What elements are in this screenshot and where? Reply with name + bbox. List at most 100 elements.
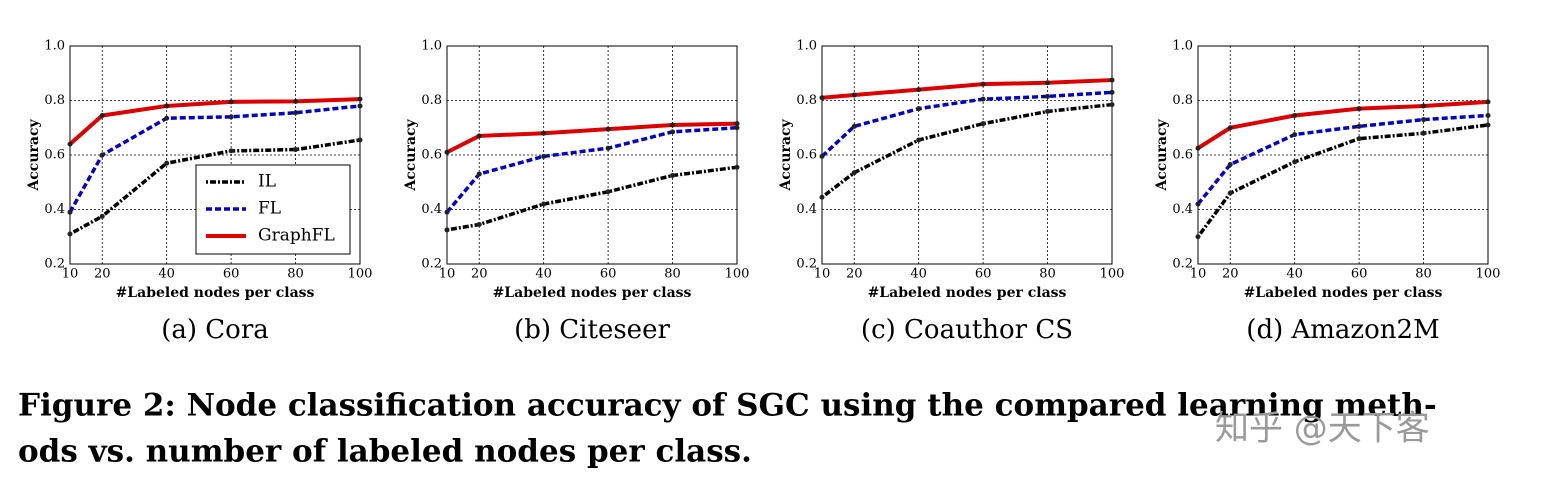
plot-frame: [1197, 45, 1489, 265]
series-line: [68, 104, 361, 214]
plot-frame: [69, 45, 361, 265]
x-tick-label: 40: [1286, 267, 1303, 282]
point: [1109, 77, 1115, 83]
plot-frame: [446, 45, 738, 265]
point: [1292, 112, 1298, 118]
watermark: 知乎 @天下客: [1215, 409, 1430, 449]
point: [293, 98, 299, 104]
y-tick-label: 0.6: [44, 148, 65, 163]
series-line: [69, 138, 361, 236]
point: [476, 221, 482, 227]
point: [444, 227, 450, 233]
point: [228, 99, 234, 105]
y-axis-label: Accuracy: [403, 119, 419, 192]
point: [541, 201, 547, 207]
y-tick-label: 0.4: [421, 202, 442, 217]
point: [541, 130, 547, 136]
y-tick-label: 1.0: [796, 39, 817, 54]
y-tick-label: 1.0: [44, 39, 65, 54]
point: [819, 153, 825, 159]
subcaption: (c) Coauthor CS: [861, 315, 1073, 345]
y-tick-label: 0.6: [1172, 148, 1193, 163]
y-tick-label: 0.4: [1172, 202, 1193, 217]
x-tick-label: 80: [287, 267, 304, 282]
x-tick-label: 100: [1100, 267, 1125, 282]
point: [1227, 125, 1233, 131]
point: [357, 103, 363, 109]
x-axis-label: #Labeled nodes per class: [493, 285, 692, 301]
point: [228, 148, 234, 154]
y-tick-label: 0.2: [421, 257, 442, 272]
series-line: [1196, 113, 1489, 206]
legend-label: IL: [258, 172, 276, 192]
x-tick-label: 100: [348, 267, 373, 282]
point: [1356, 123, 1362, 129]
point: [444, 209, 450, 215]
series-line: [1196, 123, 1489, 238]
point: [67, 231, 73, 237]
x-tick-label: 10: [439, 267, 456, 282]
x-tick-label: 80: [664, 267, 681, 282]
point: [476, 133, 482, 139]
y-tick-label: 0.4: [44, 202, 65, 217]
x-tick-label: 40: [535, 267, 552, 282]
point: [99, 152, 105, 158]
x-tick-label: 20: [471, 267, 488, 282]
point: [1421, 103, 1427, 109]
x-tick-label: 10: [1190, 267, 1207, 282]
point: [293, 110, 299, 116]
point: [1485, 99, 1491, 105]
y-tick-label: 0.2: [1172, 257, 1193, 272]
point: [164, 160, 170, 166]
x-tick-label: 60: [975, 267, 992, 282]
point: [228, 114, 234, 120]
y-tick-label: 0.8: [421, 93, 442, 108]
series-line: [821, 78, 1113, 100]
x-tick-label: 60: [1351, 267, 1368, 282]
x-tick-label: 80: [1039, 267, 1056, 282]
subcaption: (a) Cora: [161, 315, 269, 345]
point: [444, 149, 450, 155]
point: [1421, 117, 1427, 123]
x-tick-label: 100: [1476, 267, 1501, 282]
x-tick-label: 10: [814, 267, 831, 282]
point: [1292, 132, 1298, 138]
point: [1356, 136, 1362, 142]
point: [734, 164, 740, 170]
point: [1292, 159, 1298, 165]
caption-line: Figure 2: Node classification accuracy o…: [18, 388, 1437, 424]
x-axis-label: #Labeled nodes per class: [1244, 285, 1443, 301]
point: [851, 170, 857, 176]
point: [1195, 234, 1201, 240]
point: [476, 171, 482, 177]
legend-box: [195, 164, 351, 255]
point: [99, 112, 105, 118]
y-tick-label: 0.8: [44, 93, 65, 108]
point: [851, 123, 857, 129]
point: [1485, 122, 1491, 128]
y-axis-label: Accuracy: [1154, 119, 1170, 192]
point: [541, 153, 547, 159]
series-line: [68, 97, 361, 146]
point: [980, 121, 986, 127]
y-tick-label: 0.8: [1172, 93, 1193, 108]
series-line: [445, 126, 738, 214]
point: [1109, 102, 1115, 108]
x-axis-label: #Labeled nodes per class: [116, 285, 315, 301]
point: [819, 95, 825, 101]
point: [605, 126, 611, 132]
series-line: [446, 165, 738, 232]
point: [1195, 201, 1201, 207]
point: [99, 213, 105, 219]
legend-label: FL: [258, 199, 281, 219]
point: [734, 125, 740, 131]
y-tick-label: 1.0: [421, 39, 442, 54]
y-tick-label: 1.0: [1172, 39, 1193, 54]
x-tick-label: 40: [158, 267, 175, 282]
point: [916, 87, 922, 93]
subcaption: (b) Citeseer: [514, 315, 670, 345]
subcaption: (d) Amazon2M: [1246, 315, 1439, 345]
point: [734, 121, 740, 127]
point: [605, 189, 611, 195]
y-tick-label: 0.6: [421, 148, 442, 163]
